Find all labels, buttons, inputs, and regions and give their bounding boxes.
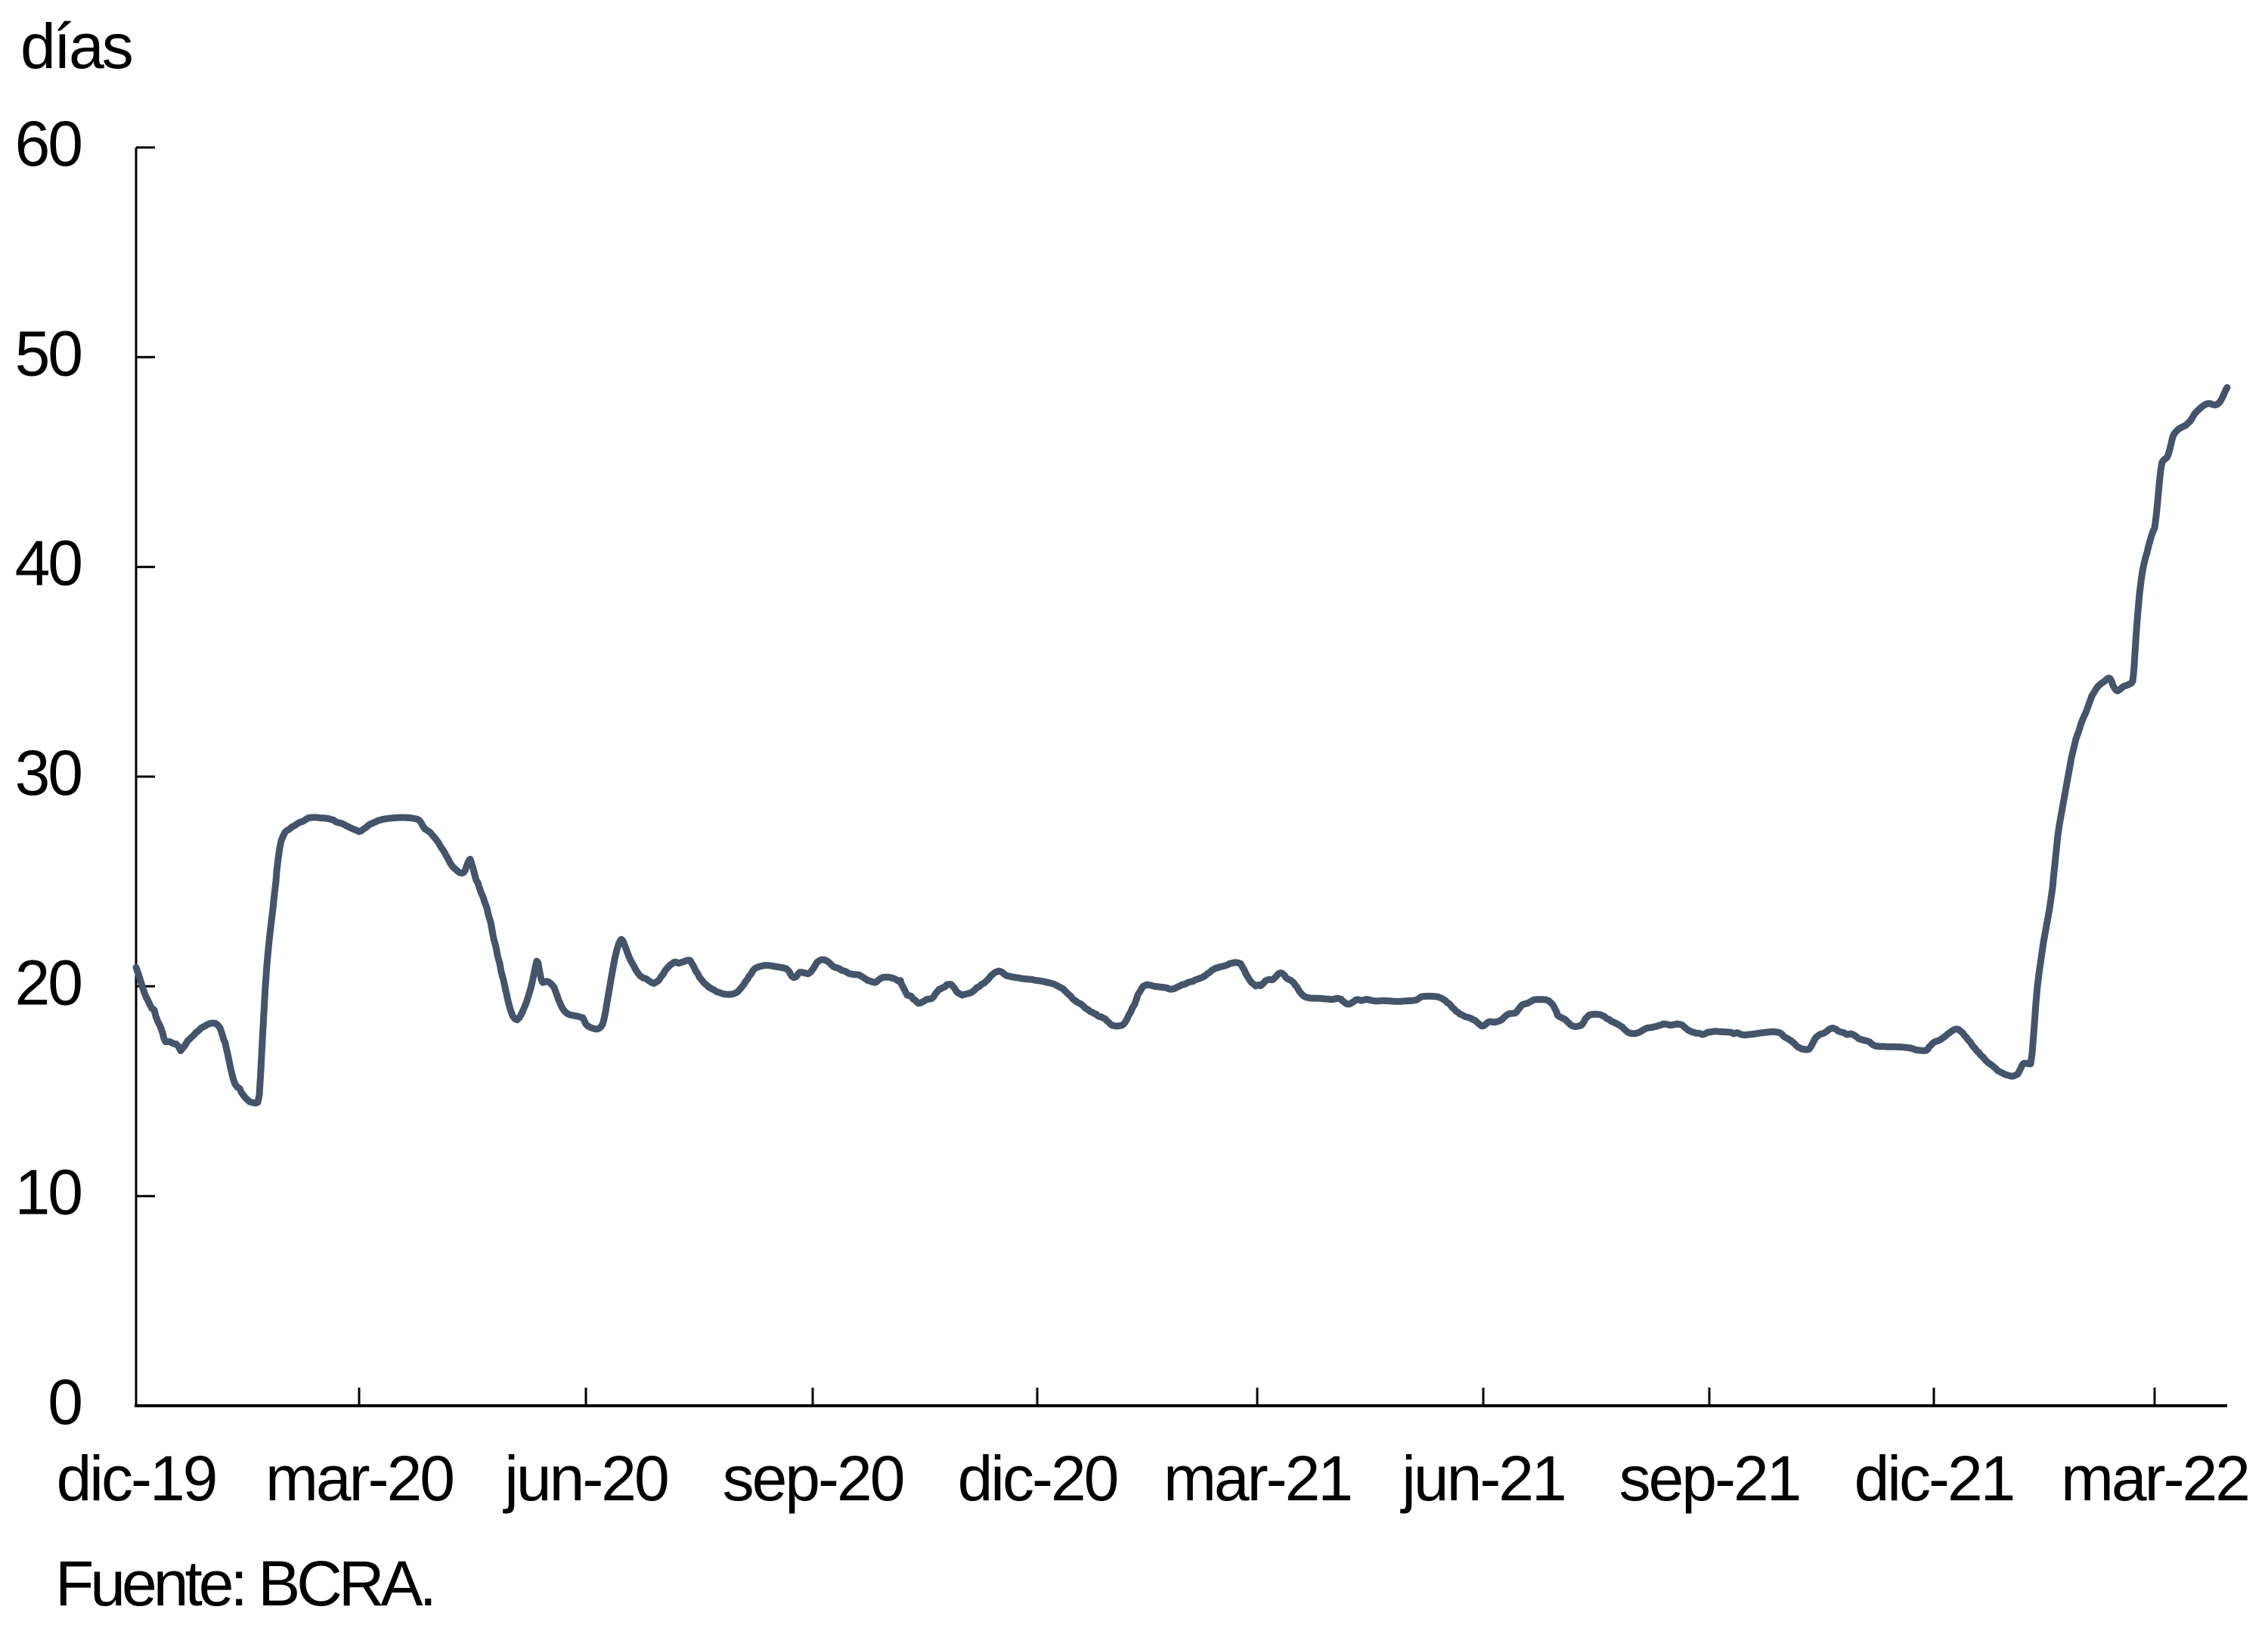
svg-text:días: días bbox=[20, 11, 132, 82]
svg-text:mar-22: mar-22 bbox=[2061, 1443, 2248, 1514]
svg-text:Fuente: BCRA.: Fuente: BCRA. bbox=[55, 1548, 433, 1619]
svg-text:30: 30 bbox=[15, 737, 82, 808]
svg-text:sep-21: sep-21 bbox=[1619, 1443, 1800, 1514]
svg-text:dic-21: dic-21 bbox=[1854, 1443, 2014, 1514]
svg-text:sep-20: sep-20 bbox=[723, 1443, 903, 1514]
svg-text:20: 20 bbox=[15, 947, 82, 1018]
svg-text:jun-21: jun-21 bbox=[1399, 1443, 1565, 1514]
svg-text:mar-20: mar-20 bbox=[265, 1443, 453, 1514]
svg-text:50: 50 bbox=[15, 318, 82, 389]
svg-text:jun-20: jun-20 bbox=[502, 1443, 668, 1514]
svg-text:60: 60 bbox=[15, 108, 82, 179]
svg-text:dic-19: dic-19 bbox=[57, 1443, 216, 1514]
svg-text:0: 0 bbox=[48, 1366, 81, 1438]
svg-text:40: 40 bbox=[15, 528, 82, 599]
svg-text:dic-20: dic-20 bbox=[958, 1443, 1117, 1514]
svg-text:10: 10 bbox=[15, 1157, 82, 1228]
svg-text:mar-21: mar-21 bbox=[1163, 1443, 1351, 1514]
